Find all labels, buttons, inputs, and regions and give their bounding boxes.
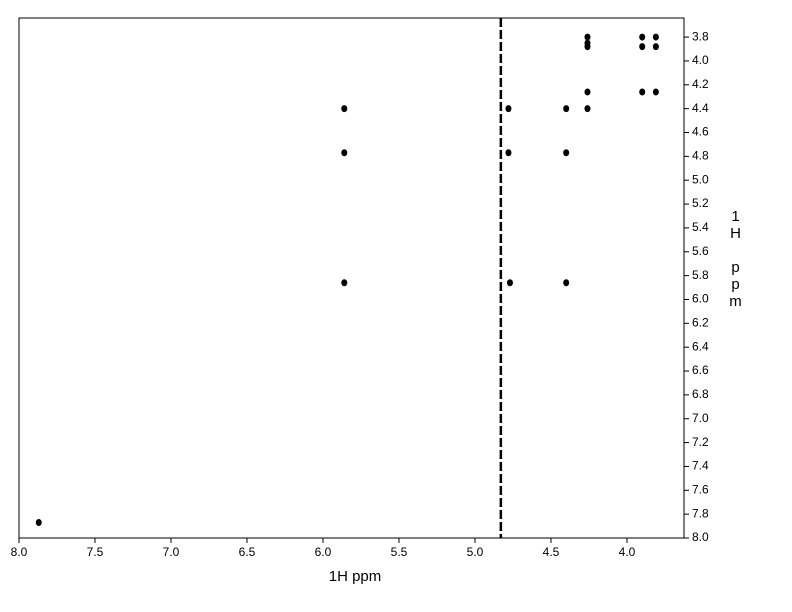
y-tick-label: 7.2 bbox=[692, 435, 709, 449]
peak bbox=[652, 43, 659, 51]
y-tick-label: 6.0 bbox=[692, 292, 709, 306]
y-tick-label: 5.0 bbox=[692, 172, 709, 186]
y-tick-label: 6.4 bbox=[692, 339, 709, 353]
y-tick-label: 4.8 bbox=[692, 149, 709, 163]
x-tick-label: 6.0 bbox=[315, 545, 332, 559]
peak bbox=[652, 88, 659, 96]
peak bbox=[341, 149, 348, 157]
y-tick-label: 7.4 bbox=[692, 459, 709, 473]
y-axis-label: 1H ppm bbox=[727, 208, 744, 310]
y-tick-label: 4.6 bbox=[692, 125, 709, 139]
x-tick-label: 7.0 bbox=[163, 545, 180, 559]
x-tick-label: 8.0 bbox=[11, 545, 28, 559]
y-tick-label: 4.2 bbox=[692, 77, 709, 91]
x-tick-label: 4.5 bbox=[543, 545, 560, 559]
peak bbox=[639, 43, 646, 51]
y-tick-label: 3.8 bbox=[692, 29, 709, 43]
peak bbox=[506, 279, 513, 287]
peak bbox=[639, 33, 646, 41]
y-tick-label: 5.2 bbox=[692, 196, 709, 210]
x-axis-label: 1H ppm bbox=[329, 568, 382, 585]
y-tick-label: 7.0 bbox=[692, 411, 709, 425]
peak bbox=[584, 33, 591, 41]
x-tick-label: 5.5 bbox=[391, 545, 408, 559]
peak bbox=[341, 279, 348, 287]
plot-frame bbox=[18, 17, 685, 539]
y-tick-label: 6.8 bbox=[692, 387, 709, 401]
peak bbox=[639, 88, 646, 96]
peak bbox=[505, 105, 512, 113]
y-tick-label: 6.6 bbox=[692, 363, 709, 377]
peak bbox=[563, 105, 570, 113]
y-tick-label: 7.6 bbox=[692, 482, 709, 496]
y-tick-label: 4.4 bbox=[692, 101, 709, 115]
y-tick-label: 6.2 bbox=[692, 315, 709, 329]
peak bbox=[584, 88, 591, 96]
peak bbox=[563, 279, 570, 287]
x-tick-label: 6.5 bbox=[239, 545, 256, 559]
peak bbox=[652, 33, 659, 41]
peak bbox=[584, 43, 591, 51]
peak bbox=[584, 105, 591, 113]
peak bbox=[505, 149, 512, 157]
y-tick-label: 4.0 bbox=[692, 53, 709, 67]
peak bbox=[35, 518, 42, 526]
y-tick-label: 8.0 bbox=[692, 530, 709, 544]
peak bbox=[341, 105, 348, 113]
x-tick-label: 7.5 bbox=[87, 545, 104, 559]
y-tick-label: 5.6 bbox=[692, 244, 709, 258]
y-tick-label: 7.8 bbox=[692, 506, 709, 520]
peak bbox=[563, 149, 570, 157]
y-tick-label: 5.4 bbox=[692, 220, 709, 234]
x-tick-label: 4.0 bbox=[619, 545, 636, 559]
y-tick-label: 5.8 bbox=[692, 268, 709, 282]
x-tick-label: 5.0 bbox=[467, 545, 484, 559]
